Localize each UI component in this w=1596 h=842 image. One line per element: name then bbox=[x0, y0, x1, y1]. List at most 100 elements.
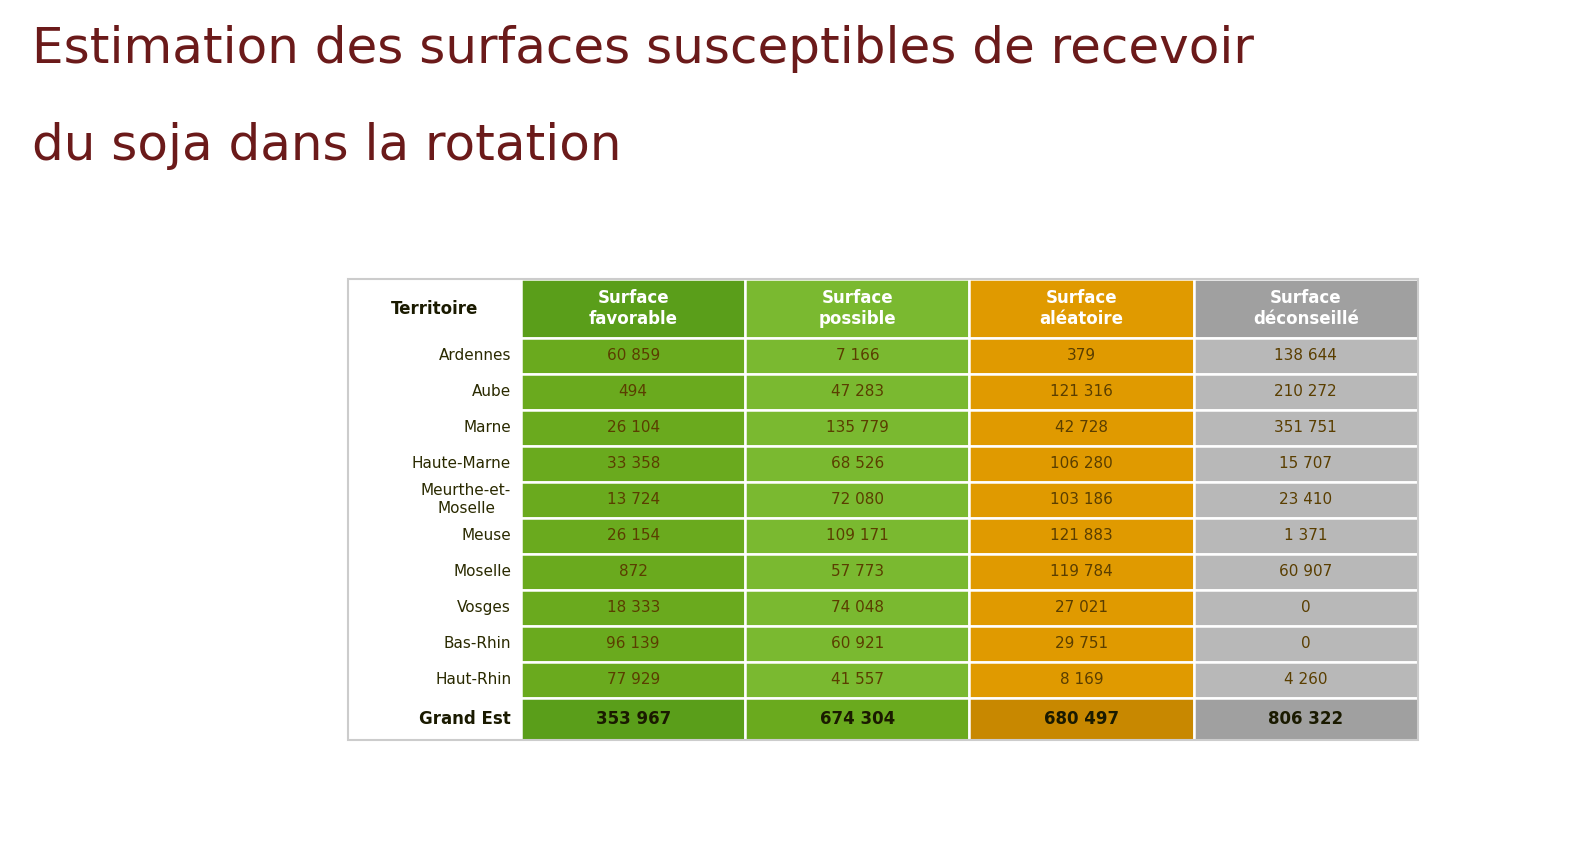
Bar bbox=[348, 410, 520, 445]
Text: 0: 0 bbox=[1301, 636, 1310, 651]
Bar bbox=[1194, 280, 1417, 338]
Text: 121 883: 121 883 bbox=[1050, 528, 1112, 543]
Bar bbox=[520, 338, 745, 374]
Text: 680 497: 680 497 bbox=[1044, 710, 1119, 727]
Bar bbox=[348, 374, 520, 410]
Bar bbox=[969, 697, 1194, 739]
Bar bbox=[745, 482, 969, 518]
Text: 77 929: 77 929 bbox=[606, 672, 659, 687]
Text: du soja dans la rotation: du soja dans la rotation bbox=[32, 122, 621, 170]
Text: Territoire: Territoire bbox=[391, 300, 479, 317]
Text: 57 773: 57 773 bbox=[832, 564, 884, 579]
Text: Aube: Aube bbox=[472, 384, 511, 399]
Bar bbox=[1194, 697, 1417, 739]
Bar bbox=[1194, 518, 1417, 553]
Text: 7 166: 7 166 bbox=[836, 349, 879, 363]
Bar bbox=[1194, 626, 1417, 662]
Bar bbox=[348, 662, 520, 697]
Bar bbox=[1194, 589, 1417, 626]
Text: 26 154: 26 154 bbox=[606, 528, 659, 543]
Text: Meurthe-et-
Moselle: Meurthe-et- Moselle bbox=[421, 483, 511, 516]
Text: 103 186: 103 186 bbox=[1050, 492, 1112, 507]
Text: 353 967: 353 967 bbox=[595, 710, 670, 727]
Text: 42 728: 42 728 bbox=[1055, 420, 1108, 435]
Bar bbox=[1194, 662, 1417, 697]
Bar bbox=[520, 626, 745, 662]
Text: 15 707: 15 707 bbox=[1280, 456, 1333, 472]
Text: Marne: Marne bbox=[463, 420, 511, 435]
Text: 0: 0 bbox=[1301, 600, 1310, 615]
Bar bbox=[348, 482, 520, 518]
Bar bbox=[969, 589, 1194, 626]
Text: 13 724: 13 724 bbox=[606, 492, 659, 507]
Bar bbox=[520, 445, 745, 482]
Bar bbox=[520, 280, 745, 338]
Text: 60 907: 60 907 bbox=[1278, 564, 1333, 579]
Text: 806 322: 806 322 bbox=[1269, 710, 1344, 727]
Bar bbox=[348, 626, 520, 662]
Bar bbox=[745, 280, 969, 338]
Bar bbox=[969, 410, 1194, 445]
Text: Surface
déconseillé: Surface déconseillé bbox=[1253, 289, 1358, 328]
Text: 60 921: 60 921 bbox=[832, 636, 884, 651]
Text: Surface
aléatoire: Surface aléatoire bbox=[1039, 289, 1124, 328]
Text: 109 171: 109 171 bbox=[827, 528, 889, 543]
Bar bbox=[520, 589, 745, 626]
Text: Meuse: Meuse bbox=[461, 528, 511, 543]
Text: 8 169: 8 169 bbox=[1060, 672, 1103, 687]
Text: 72 080: 72 080 bbox=[832, 492, 884, 507]
Bar bbox=[1194, 482, 1417, 518]
Text: 60 859: 60 859 bbox=[606, 349, 659, 363]
Bar bbox=[969, 280, 1194, 338]
Text: 121 316: 121 316 bbox=[1050, 384, 1112, 399]
Bar bbox=[348, 338, 520, 374]
Text: 33 358: 33 358 bbox=[606, 456, 659, 472]
Text: Bas-Rhin: Bas-Rhin bbox=[444, 636, 511, 651]
Text: Haute-Marne: Haute-Marne bbox=[412, 456, 511, 472]
Text: 135 779: 135 779 bbox=[827, 420, 889, 435]
Bar bbox=[1194, 338, 1417, 374]
Bar bbox=[348, 445, 520, 482]
Bar bbox=[969, 626, 1194, 662]
Bar bbox=[1194, 410, 1417, 445]
Text: 210 272: 210 272 bbox=[1275, 384, 1337, 399]
Text: 26 104: 26 104 bbox=[606, 420, 659, 435]
Text: 1 371: 1 371 bbox=[1285, 528, 1328, 543]
Bar bbox=[745, 662, 969, 697]
Bar bbox=[1194, 374, 1417, 410]
Bar bbox=[745, 553, 969, 589]
Bar bbox=[348, 589, 520, 626]
Text: Estimation des surfaces susceptibles de recevoir: Estimation des surfaces susceptibles de … bbox=[32, 25, 1254, 73]
Bar bbox=[969, 553, 1194, 589]
Bar bbox=[745, 626, 969, 662]
Bar bbox=[745, 338, 969, 374]
Text: 96 139: 96 139 bbox=[606, 636, 659, 651]
Bar bbox=[745, 589, 969, 626]
Text: 138 644: 138 644 bbox=[1274, 349, 1337, 363]
Bar bbox=[969, 518, 1194, 553]
Text: 27 021: 27 021 bbox=[1055, 600, 1108, 615]
Text: 4 260: 4 260 bbox=[1285, 672, 1328, 687]
Text: Vosges: Vosges bbox=[458, 600, 511, 615]
Bar bbox=[520, 697, 745, 739]
Bar bbox=[745, 518, 969, 553]
Text: 47 283: 47 283 bbox=[832, 384, 884, 399]
Text: 18 333: 18 333 bbox=[606, 600, 659, 615]
Bar bbox=[1194, 445, 1417, 482]
Bar bbox=[969, 445, 1194, 482]
Bar bbox=[520, 553, 745, 589]
Text: 872: 872 bbox=[619, 564, 648, 579]
Text: 74 048: 74 048 bbox=[832, 600, 884, 615]
Text: 41 557: 41 557 bbox=[832, 672, 884, 687]
Text: 494: 494 bbox=[619, 384, 648, 399]
Text: 68 526: 68 526 bbox=[832, 456, 884, 472]
Text: Grand Est: Grand Est bbox=[420, 710, 511, 727]
Text: 106 280: 106 280 bbox=[1050, 456, 1112, 472]
Bar bbox=[348, 518, 520, 553]
Bar bbox=[348, 697, 520, 739]
Bar bbox=[745, 697, 969, 739]
Bar bbox=[348, 280, 520, 338]
Text: 351 751: 351 751 bbox=[1274, 420, 1337, 435]
Text: 23 410: 23 410 bbox=[1278, 492, 1333, 507]
Bar bbox=[745, 410, 969, 445]
